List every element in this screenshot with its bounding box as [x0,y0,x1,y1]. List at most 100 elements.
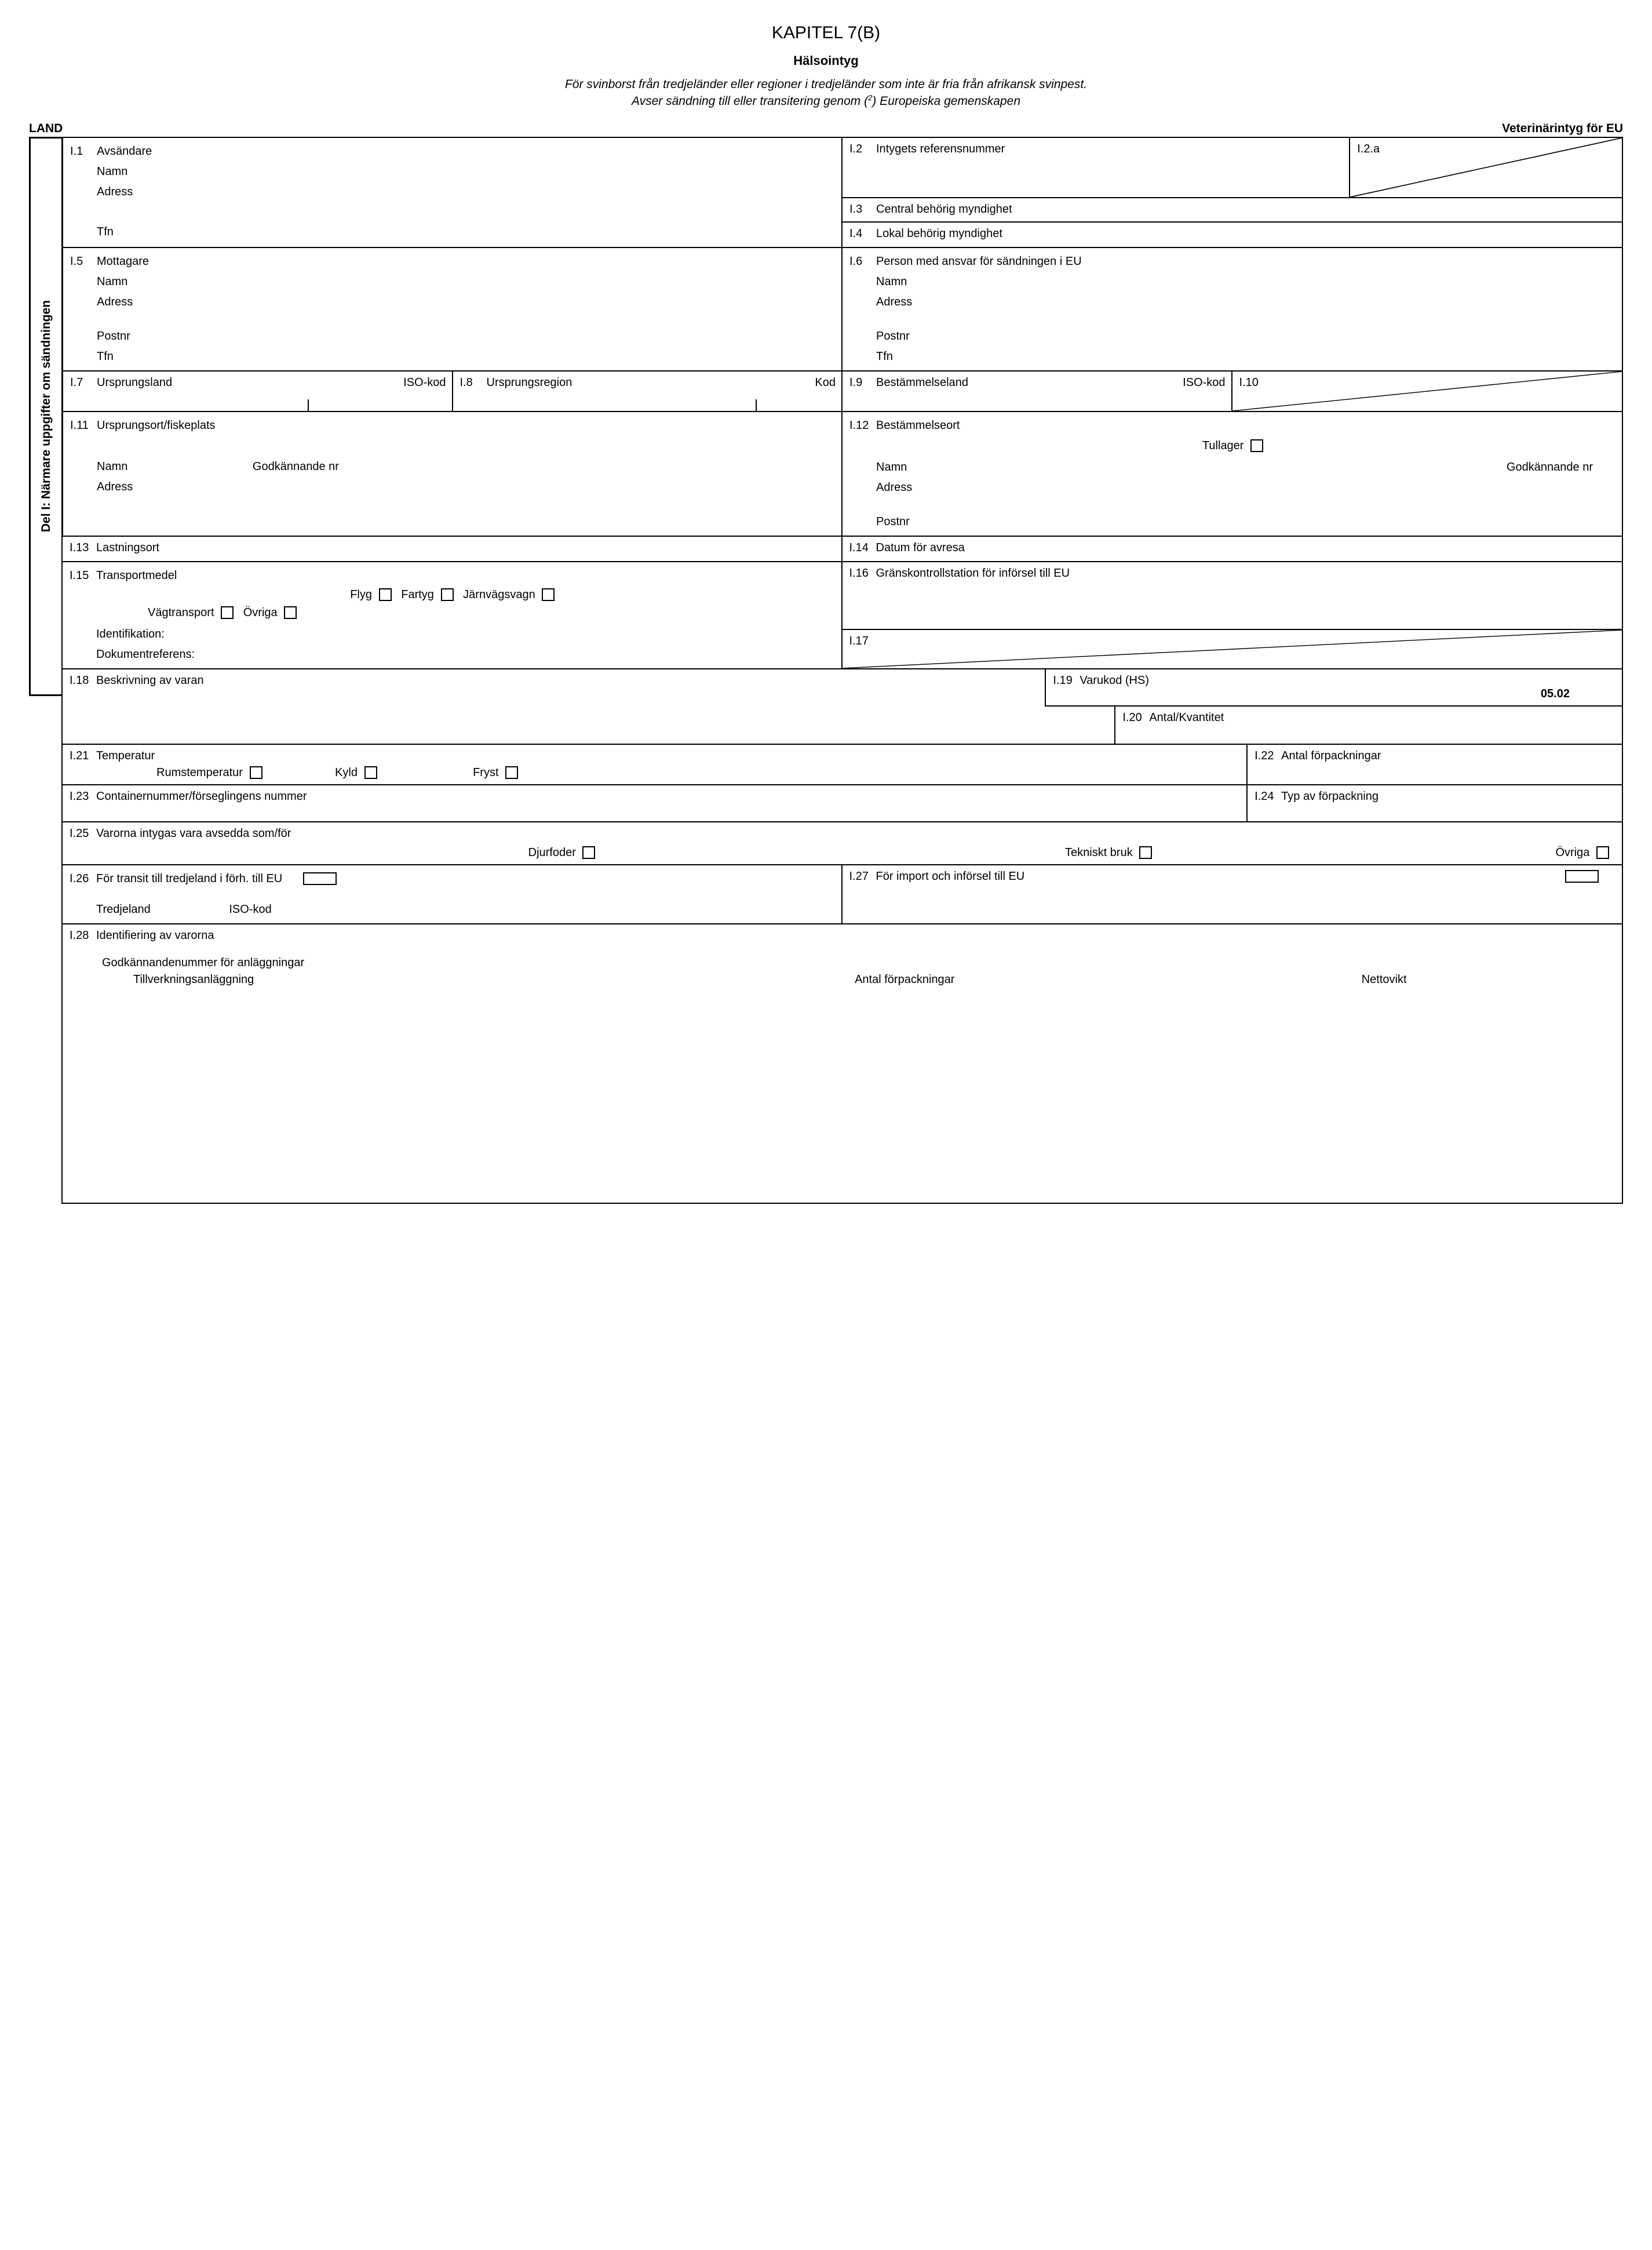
checkbox-i27[interactable] [1565,870,1599,883]
box-i2a: I.2.a [1349,138,1622,197]
label-dokref: Dokumentreferens: [96,646,836,664]
box-i21: I.21Temperatur Rumstemperatur Kyld Fryst [63,745,1248,784]
label-ident: Identifikation: [96,625,836,643]
box-i20: I.20Antal/Kvantitet [1114,707,1622,744]
col-i28-2: Antal förpackningar [657,973,1152,986]
box-i19: I.19Varukod (HS) 05.02 [1045,669,1622,707]
box-i17: I.17 [843,630,1622,668]
checkbox-vag[interactable] [221,606,234,619]
label-i1: Avsändare [97,143,152,161]
label-godk-i12: Godkännande nr [1507,458,1593,476]
label-name-i12: Namn [876,461,907,474]
label-flyg: Flyg [350,588,372,601]
num-i8: I.8 [460,376,487,389]
label-i16: Gränskontrollstation för införsel till E… [876,567,1070,580]
label-fryst: Fryst [473,766,498,779]
label-i10: I.10 [1239,376,1259,389]
label-vet-cert: Veterinärintyg för EU [1502,122,1623,136]
label-jarn: Järnvägsvagn [463,588,535,601]
box-i23: I.23Containernummer/förseglingens nummer [63,785,1248,821]
subtitle-line-2a: Avser sändning till eller transitering g… [632,94,868,108]
num-i6: I.6 [849,253,876,271]
box-i9: I.9Bestämmelseland ISO-kod [843,372,1232,411]
label-postnr-i6: Postnr [876,327,1616,345]
label-ovriga-i25: Övriga [1556,846,1590,859]
col-i28-3: Nettovikt [1152,973,1616,986]
checkbox-flyg[interactable] [379,588,392,601]
label-vag: Vägtransport [148,606,214,619]
subtitle-line-1: För svinborst från tredjeländer eller re… [565,78,1087,91]
label-i12: Bestämmelseort [876,417,960,435]
label-postnr-i5: Postnr [97,327,836,345]
checkbox-teknisk[interactable] [1139,846,1152,859]
box-i13: I.13Lastningsort [63,537,843,561]
checkbox-ovriga-i15[interactable] [284,606,297,619]
label-i5: Mottagare [97,253,149,271]
box-i28: I.28Identifiering av varorna Godkännande… [63,924,1622,1203]
checkbox-jarn[interactable] [542,588,555,601]
num-i25: I.25 [70,827,96,840]
label-i28: Identifiering av varorna [96,929,214,942]
label-i4: Lokal behörig myndighet [876,227,1002,241]
box-i8: I.8Ursprungsregion Kod [453,372,843,411]
num-i5: I.5 [70,253,97,271]
checkbox-ovriga-i25[interactable] [1596,846,1609,859]
num-i15: I.15 [70,567,96,585]
subtitle: För svinborst från tredjeländer eller re… [29,77,1623,110]
box-i18: I.18Beskrivning av varan [63,669,1045,744]
label-i2a: I.2.a [1357,143,1380,155]
box-i22: I.22Antal förpackningar [1248,745,1622,784]
num-i11: I.11 [70,417,97,435]
checkbox-fartyg[interactable] [441,588,454,601]
label-tredjeland: Tredjeland [96,903,151,916]
box-i25: I.25Varorna intygas vara avsedda som/för… [63,822,1622,864]
label-tfn-i1: Tfn [97,223,836,241]
num-i14: I.14 [849,541,876,555]
label-i25: Varorna intygas vara avsedda som/för [96,827,291,840]
label-i27: För import och införsel till EU [876,870,1025,883]
box-i6: I.6Person med ansvar för sändningen i EU… [843,248,1622,370]
num-i19: I.19 [1053,674,1080,687]
checkbox-djurfoder[interactable] [582,846,595,859]
label-iso-i7: ISO-kod [403,376,446,389]
label-i18: Beskrivning av varan [96,674,204,687]
label-i28-sub: Godkännandenummer för anläggningar [102,956,1616,970]
label-address-i5: Adress [97,293,836,311]
label-djurfoder: Djurfoder [528,846,576,859]
num-i9: I.9 [849,376,876,389]
label-iso-i9: ISO-kod [1183,376,1225,389]
label-i17: I.17 [849,635,869,647]
num-i24: I.24 [1255,790,1281,803]
box-i14: I.14Datum för avresa [843,537,1622,561]
checkbox-i26[interactable] [303,872,337,885]
box-i12: I.12Bestämmelseort Tullager Namn Godkänn… [843,412,1622,536]
label-teknisk: Tekniskt bruk [1065,846,1133,859]
box-i11: I.11Ursprungsort/fiskeplats Namn Godkänn… [63,412,843,536]
num-i28: I.28 [70,929,96,942]
label-tfn-i5: Tfn [97,348,836,366]
label-i15: Transportmedel [96,567,177,585]
checkbox-tullager[interactable] [1250,439,1263,452]
label-i8: Ursprungsregion [487,376,572,389]
sidebar-tab: Del I: Närmare uppgifter om sändningen [29,137,61,696]
num-i21: I.21 [70,749,96,763]
checkbox-kyld[interactable] [364,766,377,779]
box-i5: I.5Mottagare Namn Adress Postnr Tfn [63,248,843,370]
sidebar-title: Del I: Närmare uppgifter om sändningen [39,300,53,532]
num-i16: I.16 [849,567,876,580]
label-kyld: Kyld [335,766,358,779]
checkbox-fryst[interactable] [505,766,518,779]
label-i13: Lastningsort [96,541,159,555]
label-tfn-i6: Tfn [876,348,1616,366]
num-i27: I.27 [849,870,876,883]
label-i14: Datum för avresa [876,541,965,555]
num-i22: I.22 [1255,749,1281,763]
label-address-i1: Adress [97,183,836,201]
label-address-i11: Adress [97,478,836,496]
checkbox-rums[interactable] [250,766,262,779]
label-postnr-i12: Postnr [876,513,1616,531]
label-godk-i11: Godkännande nr [253,460,339,473]
label-i3: Central behörig myndighet [876,203,1012,216]
box-i16: I.16Gränskontrollstation för införsel ti… [843,562,1622,630]
box-i26: I.26För transit till tredjeland i förh. … [63,865,843,923]
